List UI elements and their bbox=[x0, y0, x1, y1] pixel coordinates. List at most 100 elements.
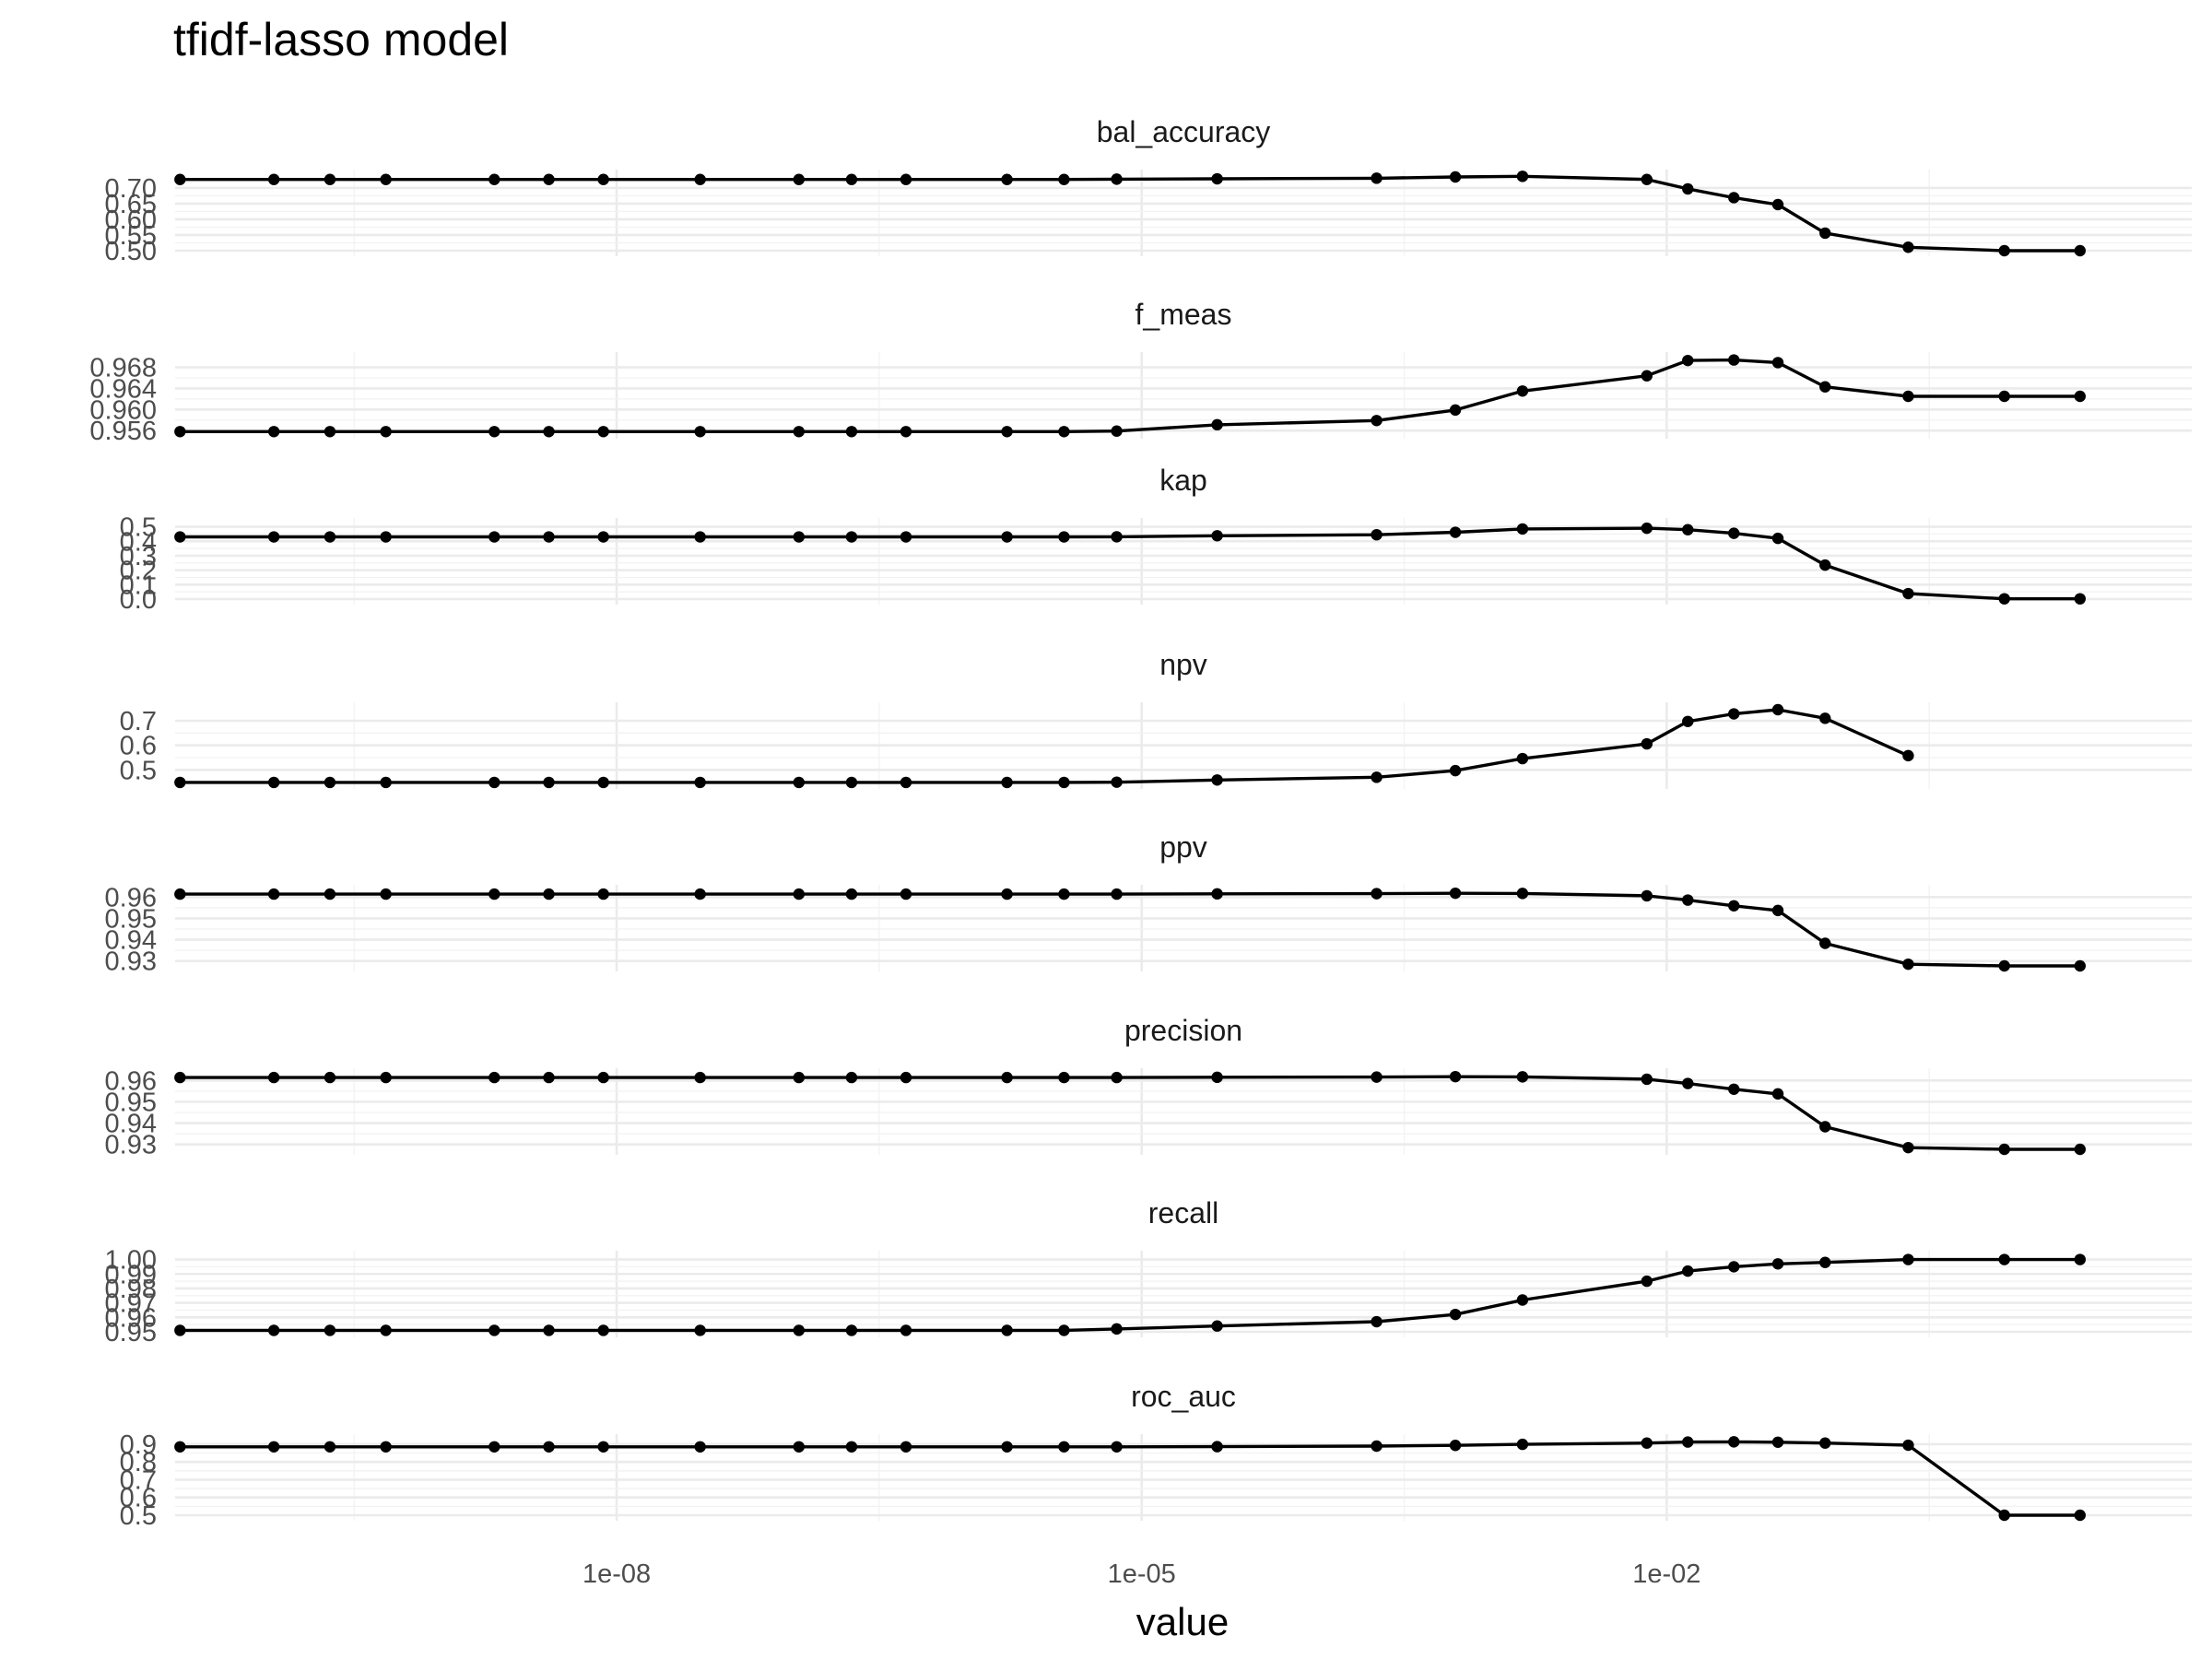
data-point bbox=[380, 426, 392, 438]
data-point bbox=[1902, 587, 1914, 600]
data-point bbox=[267, 888, 280, 900]
data-point bbox=[1682, 182, 1694, 195]
data-point bbox=[1998, 1253, 2010, 1265]
y-tick-label: 0.93 bbox=[105, 1131, 157, 1160]
facet-panels: bal_accuracy 0.500.550.600.650.70 f_meas 0.… bbox=[89, 115, 2192, 1531]
series-line-f_meas bbox=[180, 358, 2080, 433]
data-point bbox=[1819, 712, 1831, 724]
y-tick-label: 0.98 bbox=[105, 1275, 157, 1304]
y-tick-label: 0.0 bbox=[120, 585, 157, 615]
data-point bbox=[1001, 426, 1013, 438]
data-point bbox=[1682, 1077, 1694, 1089]
data-point bbox=[1641, 737, 1653, 750]
facet-panel-roc_auc: roc_auc 0.50.60.70.80.9 bbox=[120, 1380, 2192, 1531]
data-point bbox=[543, 531, 555, 543]
data-point bbox=[597, 1071, 609, 1084]
x-axis: 1e-08 1e-05 1e-02 bbox=[582, 1559, 1700, 1589]
data-point bbox=[793, 776, 805, 789]
data-point bbox=[1902, 241, 1914, 253]
data-point bbox=[488, 1324, 500, 1336]
data-point bbox=[1516, 171, 1529, 182]
data-point bbox=[694, 1441, 706, 1453]
y-tick-label: 0.968 bbox=[89, 354, 157, 383]
y-tick-label: 0.1 bbox=[120, 571, 157, 600]
data-point bbox=[1902, 1141, 1914, 1154]
facet-strip-label: f_meas bbox=[1135, 298, 1232, 331]
data-point bbox=[324, 888, 336, 900]
y-tick-label: 0.8 bbox=[120, 1448, 157, 1477]
y-tick-label: 1.00 bbox=[105, 1246, 157, 1276]
data-point bbox=[543, 426, 555, 438]
data-point bbox=[324, 776, 336, 789]
data-point bbox=[324, 1071, 336, 1084]
data-point bbox=[845, 1071, 858, 1084]
series-line-ppv bbox=[180, 891, 2080, 968]
y-tick-label: 0.95 bbox=[105, 1318, 157, 1347]
facet-panel-kap: kap 0.00.10.20.30.40.5 bbox=[120, 464, 2192, 615]
data-point bbox=[845, 531, 858, 543]
data-point bbox=[793, 888, 805, 900]
data-point bbox=[2074, 593, 2087, 605]
data-point bbox=[488, 888, 500, 900]
data-point bbox=[174, 426, 186, 438]
facet-strip-label: recall bbox=[1148, 1196, 1218, 1230]
data-point bbox=[1516, 888, 1529, 900]
data-point bbox=[845, 426, 858, 438]
data-point bbox=[1211, 774, 1223, 786]
data-point bbox=[267, 1071, 280, 1084]
data-point bbox=[267, 173, 280, 185]
data-point bbox=[2074, 1143, 2087, 1156]
y-tick-label: 0.60 bbox=[105, 206, 157, 235]
y-tick-label: 0.94 bbox=[105, 926, 157, 956]
data-point bbox=[900, 531, 912, 543]
data-point bbox=[1728, 1436, 1740, 1448]
data-point bbox=[1728, 708, 1740, 720]
data-point bbox=[380, 1071, 392, 1084]
data-point bbox=[1902, 1439, 1914, 1452]
data-point bbox=[1371, 528, 1382, 541]
y-tick-label: 0.70 bbox=[105, 174, 157, 204]
y-tick-label: 0.50 bbox=[105, 237, 157, 266]
data-point bbox=[694, 1324, 706, 1336]
data-point bbox=[1771, 532, 1784, 545]
data-point bbox=[267, 1441, 280, 1453]
data-point bbox=[543, 1441, 555, 1453]
data-point bbox=[174, 1324, 186, 1336]
data-point bbox=[324, 173, 336, 185]
data-point bbox=[1819, 559, 1831, 571]
data-point bbox=[267, 1324, 280, 1336]
facet-panel-npv: npv 0.50.60.7 bbox=[120, 648, 2192, 789]
data-point bbox=[1682, 1436, 1694, 1448]
data-point bbox=[1449, 526, 1462, 538]
facet-strip-label: kap bbox=[1159, 464, 1207, 497]
facet-strip-label: bal_accuracy bbox=[1097, 115, 1271, 148]
y-tick-label: 0.6 bbox=[120, 1484, 157, 1513]
data-point bbox=[1111, 776, 1123, 788]
data-point bbox=[1682, 894, 1694, 906]
y-tick-label: 0.96 bbox=[105, 1303, 157, 1333]
data-point bbox=[488, 173, 500, 185]
data-point bbox=[1058, 531, 1070, 543]
data-point bbox=[380, 888, 392, 900]
series-line-recall bbox=[180, 1257, 2080, 1333]
data-point bbox=[324, 531, 336, 543]
data-point bbox=[597, 1324, 609, 1336]
data-point bbox=[1728, 354, 1740, 366]
data-point bbox=[1058, 426, 1070, 438]
data-point bbox=[1641, 370, 1653, 382]
data-point bbox=[1111, 1323, 1123, 1335]
data-point bbox=[1211, 418, 1223, 431]
data-point bbox=[793, 531, 805, 543]
data-point bbox=[380, 1441, 392, 1453]
data-point bbox=[1371, 771, 1382, 783]
data-point bbox=[1641, 173, 1653, 185]
data-point bbox=[543, 1324, 555, 1336]
data-point bbox=[900, 1324, 912, 1336]
data-point bbox=[1001, 531, 1013, 543]
data-point bbox=[694, 531, 706, 543]
data-point bbox=[1111, 425, 1123, 437]
data-point bbox=[380, 776, 392, 789]
y-tick-label: 0.6 bbox=[120, 732, 157, 761]
data-point bbox=[793, 1441, 805, 1453]
